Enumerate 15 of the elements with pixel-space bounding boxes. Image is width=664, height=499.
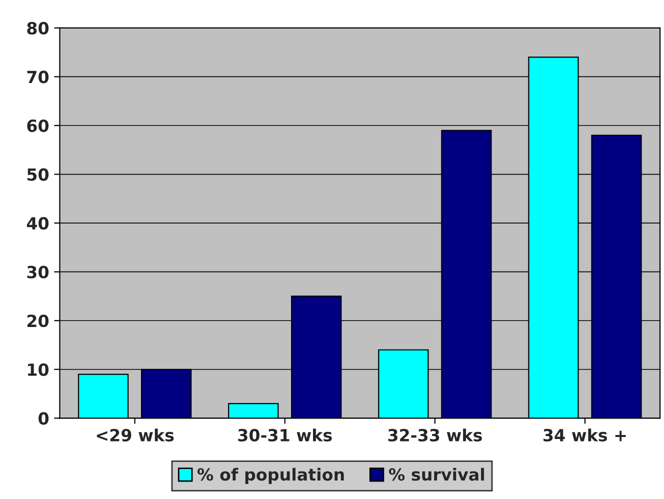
y-tick-label: 30 xyxy=(27,266,49,278)
y-tick-label: 10 xyxy=(28,363,49,376)
y-tick-label: 20 xyxy=(27,314,49,328)
x-tick-label: 30-31 wks xyxy=(238,428,332,442)
legend-label: % survival xyxy=(388,468,484,481)
y-tick-label: 60 xyxy=(27,119,49,132)
y-tick-label: 0 xyxy=(38,412,49,425)
y-tick-label: 70 xyxy=(27,70,49,84)
y-tick-label: 40 xyxy=(26,217,49,230)
y-tick-label: 80 xyxy=(27,22,49,35)
x-tick-label: 34 wks + xyxy=(544,428,626,442)
x-tick-label: 32-33 wks xyxy=(388,428,482,442)
y-tick-label: 50 xyxy=(27,168,49,181)
legend-label: % of population xyxy=(198,468,344,484)
x-tick-label: <29 wks xyxy=(96,428,174,442)
